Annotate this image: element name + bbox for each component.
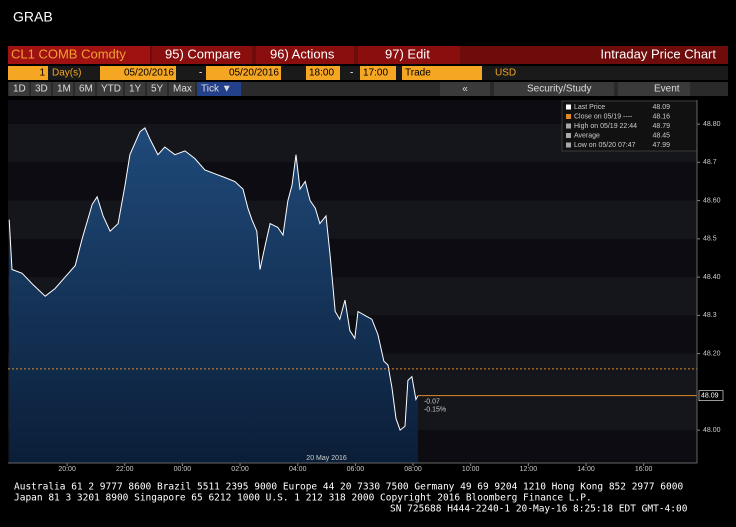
x-tick-label: 16:00: [635, 466, 653, 473]
last-box: [698, 390, 724, 401]
input[interactable]: [206, 66, 281, 80]
y-tick-label: 48.20: [703, 350, 721, 357]
range-label[interactable]: 1Y: [129, 84, 142, 95]
legend-swatch: [566, 142, 571, 148]
security-box[interactable]: [8, 46, 150, 64]
end-time[interactable]: 17:00: [363, 68, 388, 79]
input[interactable]: [8, 66, 48, 80]
range-button[interactable]: [169, 82, 195, 96]
study-button[interactable]: [494, 82, 614, 96]
range-button[interactable]: [147, 82, 167, 96]
y-tick-label: 48.5: [703, 236, 717, 243]
range-button[interactable]: [75, 82, 95, 96]
legend-value: 48.79: [652, 123, 670, 130]
range-button[interactable]: [197, 82, 241, 96]
unit[interactable]: Day(s): [52, 68, 81, 79]
footer: SN 725688 H444-2240-1 20-May-16 8:25:18 …: [390, 504, 688, 515]
x-tick-label: 14:00: [577, 466, 595, 473]
x-tick-label: 10:00: [462, 466, 480, 473]
range-label[interactable]: 3D: [35, 84, 48, 95]
event-button[interactable]: [618, 82, 690, 96]
edit-button[interactable]: [358, 46, 460, 64]
start-time[interactable]: 18:00: [309, 68, 334, 79]
x-tick-label: 00:00: [174, 466, 192, 473]
footer: Japan 81 3 3201 8900 Singapore 65 6212 1…: [14, 493, 592, 504]
legend-label: Low on 05/20 07:47: [574, 142, 636, 149]
edit[interactable]: 97) Edit: [385, 46, 430, 61]
range-label[interactable]: YTD: [101, 84, 121, 95]
y-tick-label: 48.00: [703, 427, 721, 434]
x-tick-label: 06:00: [347, 466, 365, 473]
x-tick-label: 12:00: [520, 466, 538, 473]
actions[interactable]: 96) Actions: [270, 46, 335, 61]
x-tick-label: 08:00: [404, 466, 422, 473]
y-tick-label: 48.80: [703, 121, 721, 128]
x-tick-label: 22:00: [116, 466, 134, 473]
price-line: [8, 127, 419, 431]
x-tick-label: 04:00: [289, 466, 307, 473]
legend-swatch: [566, 133, 571, 138]
input[interactable]: [306, 66, 340, 80]
x-tick-label: 02:00: [231, 466, 249, 473]
view-title: Intraday Price Chart: [600, 46, 716, 61]
y-tick-label: 48.3: [703, 312, 717, 319]
last-label: 48.09: [701, 393, 719, 400]
compare[interactable]: 95) Compare: [165, 46, 241, 61]
window-title: GRAB: [13, 9, 53, 25]
legend: [561, 100, 698, 152]
back[interactable]: «: [462, 84, 468, 95]
legend-value: 48.45: [652, 132, 670, 139]
legend-label: Close on 05/19 ----: [574, 113, 633, 120]
legend-swatch: [566, 114, 571, 119]
legend-value: 48.16: [652, 113, 670, 120]
input[interactable]: [360, 66, 396, 80]
y-tick-label: 48.40: [703, 274, 721, 281]
y-tick-label: 48.60: [703, 197, 721, 204]
range-button[interactable]: [53, 82, 73, 96]
end-date[interactable]: 05/20/2016: [229, 68, 279, 79]
range-button[interactable]: [125, 82, 145, 96]
actions-button[interactable]: [256, 46, 354, 64]
range-label[interactable]: 1D: [13, 84, 26, 95]
legend-swatch: [566, 104, 571, 110]
footer: Australia 61 2 9777 8600 Brazil 5511 239…: [14, 482, 683, 493]
y-tick-label: 48.7: [703, 159, 717, 166]
change-pct: -0.15%: [424, 407, 446, 414]
period[interactable]: 1: [39, 68, 45, 79]
field[interactable]: Trade: [405, 68, 431, 79]
area: [9, 127, 418, 464]
legend-swatch: [566, 123, 571, 129]
event[interactable]: Event: [654, 84, 680, 95]
range-button[interactable]: [9, 82, 29, 96]
range-label[interactable]: 6M: [79, 84, 93, 95]
range-label[interactable]: 1M: [57, 84, 71, 95]
dash: -: [199, 68, 202, 79]
range-label[interactable]: Tick ▼: [201, 84, 232, 95]
back-button[interactable]: [440, 82, 490, 96]
legend-value: 48.09: [652, 104, 670, 111]
compare-button[interactable]: [152, 46, 252, 64]
security[interactable]: CL1 COMB Comdty: [11, 46, 126, 61]
input[interactable]: [402, 66, 482, 80]
dash: -: [350, 68, 353, 79]
date-label: 20 May 2016: [306, 455, 347, 462]
start-date[interactable]: 05/20/2016: [124, 68, 174, 79]
range-label[interactable]: 5Y: [151, 84, 164, 95]
legend-label: Last Price: [574, 104, 605, 111]
study[interactable]: Security/Study: [527, 84, 591, 95]
change: -0.07: [424, 399, 440, 406]
legend-label: High on 05/19 22:44: [574, 123, 637, 130]
legend-label: Average: [574, 132, 600, 139]
legend-value: 47.99: [652, 142, 670, 149]
currency: USD: [495, 68, 516, 79]
range-button[interactable]: [97, 82, 123, 96]
input[interactable]: [100, 66, 176, 80]
x-tick-label: 20:00: [58, 466, 76, 473]
range-button[interactable]: [31, 82, 51, 96]
range-label[interactable]: Max: [173, 84, 192, 95]
